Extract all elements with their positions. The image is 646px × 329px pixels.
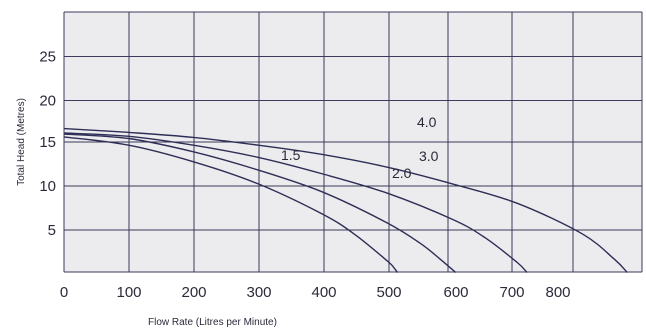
x-tick-label: 800 (545, 284, 570, 301)
x-tick-label: 100 (116, 284, 141, 301)
x-tick-label: 300 (246, 284, 271, 301)
grid-lines (63, 11, 643, 273)
y-tick-label: 5 (48, 222, 56, 239)
y-tick-label: 20 (39, 93, 56, 110)
x-tick-label: 500 (376, 284, 401, 301)
curve-3-0 (63, 132, 528, 273)
curve-4-0 (63, 127, 628, 273)
y-tick-labels: 5 10 15 20 25 (39, 49, 56, 240)
curves (63, 127, 628, 273)
x-tick-label: 200 (181, 284, 206, 301)
curve-label-2-0: 2.0 (392, 165, 412, 181)
curve-2-0 (63, 133, 457, 273)
x-tick-labels: 0 100 200 300 400 500 600 700 800 (60, 284, 571, 301)
curve-labels: 1.5 2.0 3.0 4.0 (281, 114, 439, 181)
curve-label-3-0: 3.0 (419, 148, 439, 164)
y-tick-label: 25 (39, 49, 56, 66)
x-tick-label: 600 (443, 284, 468, 301)
y-tick-label: 10 (39, 178, 56, 195)
y-axis-label: Total Head (Metres) (16, 98, 27, 186)
curve-1-5 (63, 136, 399, 273)
curve-label-1-5: 1.5 (281, 147, 301, 163)
x-tick-label: 700 (499, 284, 524, 301)
y-tick-label: 15 (39, 134, 56, 151)
x-tick-label: 400 (311, 284, 336, 301)
curve-label-4-0: 4.0 (417, 114, 437, 130)
x-tick-label: 0 (60, 284, 68, 301)
x-axis-label: Flow Rate (Litres per Minute) (148, 317, 277, 328)
